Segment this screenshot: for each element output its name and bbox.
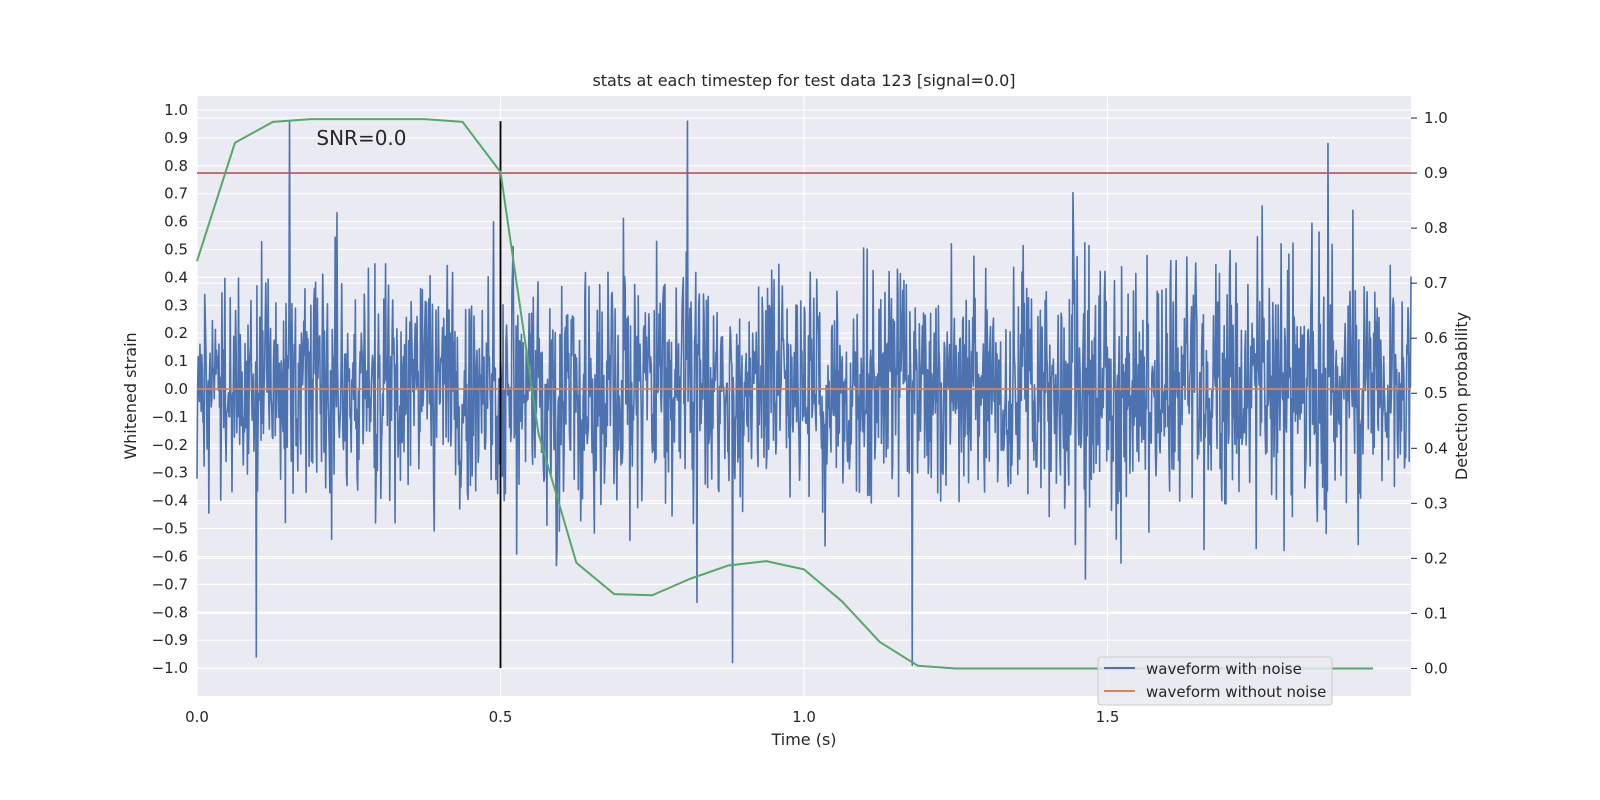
legend-label-waveform-without-noise: waveform without noise bbox=[1146, 683, 1326, 701]
y-tick-label: −0.5 bbox=[152, 520, 188, 538]
y-tick-label: −0.8 bbox=[152, 603, 188, 621]
x-tick-label: 1.0 bbox=[792, 708, 816, 726]
x-axis-ticks: 0.0 0.5 1.0 1.5 bbox=[185, 708, 1119, 726]
x-tick-label: 0.5 bbox=[489, 708, 513, 726]
y-tick-label: 0.6 bbox=[164, 213, 188, 231]
y2-tick-label: 0.9 bbox=[1424, 164, 1448, 182]
detection-probability-line bbox=[196, 118, 1374, 670]
y-tick-label: 0.2 bbox=[164, 324, 188, 342]
y-tick-label: −0.6 bbox=[152, 547, 188, 565]
y-axis-label: Whitened strain bbox=[121, 332, 140, 459]
y-tick-label: −0.4 bbox=[152, 492, 188, 510]
y2-tick-label: 0.6 bbox=[1424, 329, 1448, 347]
y-tick-label: −0.3 bbox=[152, 464, 188, 482]
x-tick-label: 1.5 bbox=[1096, 708, 1120, 726]
waveform-with-noise-series bbox=[196, 120, 1412, 667]
y2-tick-label: 0.2 bbox=[1424, 549, 1448, 567]
y-tick-label: 0.3 bbox=[164, 296, 188, 314]
y-tick-label: −0.2 bbox=[152, 436, 188, 454]
x-axis-label: Time (s) bbox=[770, 730, 836, 749]
y2-tick-label: 0.3 bbox=[1424, 494, 1448, 512]
y-tick-label: 0.4 bbox=[164, 268, 188, 286]
y-tick-label: 0.5 bbox=[164, 240, 188, 258]
y-tick-label: 0.0 bbox=[164, 380, 188, 398]
detection-probability-series bbox=[196, 118, 1374, 670]
y2-tick-label: 0.4 bbox=[1424, 439, 1448, 457]
y-tick-label: 1.0 bbox=[164, 101, 188, 119]
legend: waveform with noise waveform without noi… bbox=[1097, 656, 1333, 706]
y-tick-label: 0.1 bbox=[164, 352, 188, 370]
y-tick-label: 0.9 bbox=[164, 129, 188, 147]
snr-annotation: SNR=0.0 bbox=[316, 126, 406, 150]
y2-tick-label: 0.5 bbox=[1424, 384, 1448, 402]
y2-tick-label: 0.1 bbox=[1424, 604, 1448, 622]
y2-tick-label: 1.0 bbox=[1424, 109, 1448, 127]
legend-box bbox=[1097, 656, 1333, 706]
y2-axis-ticks: 0.0 0.1 0.2 0.3 0.4 0.5 0.6 0.7 0.8 0.9 1.0 bbox=[1411, 109, 1448, 677]
legend-label-waveform-with-noise: waveform with noise bbox=[1146, 660, 1302, 678]
y-tick-label: −1.0 bbox=[152, 659, 188, 677]
y2-axis-label: Detection probability bbox=[1452, 312, 1471, 480]
waveform-with-noise-line bbox=[196, 120, 1412, 667]
y-tick-label: 0.8 bbox=[164, 157, 188, 175]
y-tick-label: −0.7 bbox=[152, 575, 188, 593]
y-axis-ticks: −1.0 −0.9 −0.8 −0.7 −0.6 −0.5 −0.4 −0.3 −0.2 −0.1… bbox=[152, 101, 188, 677]
chart-title: stats at each timestep for test data 123… bbox=[592, 71, 1015, 90]
y2-tick-label: 0.0 bbox=[1424, 659, 1448, 677]
y2-tick-label: 0.8 bbox=[1424, 219, 1448, 237]
y-tick-label: −0.9 bbox=[152, 631, 188, 649]
y-tick-label: 0.7 bbox=[164, 185, 188, 203]
y2-tick-label: 0.7 bbox=[1424, 274, 1448, 292]
x-tick-label: 0.0 bbox=[185, 708, 209, 726]
y-tick-label: −0.1 bbox=[152, 408, 188, 426]
